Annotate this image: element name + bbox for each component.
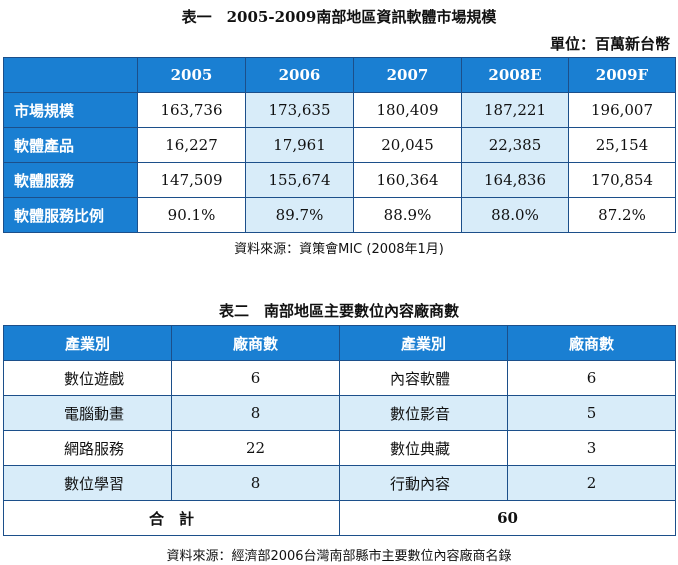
table-cell: 87.2% [568, 197, 676, 233]
table-cell: 90.1% [137, 197, 246, 233]
table1-title: 表一 2005-2009南部地區資訊軟體市場規模 [181, 8, 497, 26]
table-cell: 147,509 [137, 162, 246, 198]
count-cell: 6 [171, 360, 340, 396]
row-label: 軟體服務比例 [3, 197, 138, 233]
table1-header-year: 2009F [568, 57, 676, 93]
count-cell: 3 [507, 430, 676, 466]
table-cell: 22,385 [461, 127, 569, 163]
count-cell: 8 [171, 395, 340, 431]
header-count: 廠商數 [171, 325, 340, 361]
row-label: 軟體產品 [3, 127, 138, 163]
count-cell: 6 [507, 360, 676, 396]
table1-source: 資料來源：資策會MIC (2008年1月) [234, 242, 444, 257]
market-size-table: 2005 2006 2007 2008E 2009F 市場規模 163,736 … [3, 57, 676, 233]
table-cell: 163,736 [137, 92, 246, 128]
table-row: 數位遊戲 6 內容軟體 6 [3, 360, 676, 396]
table1-header-row: 2005 2006 2007 2008E 2009F [3, 57, 676, 93]
table1-header-year: 2007 [353, 57, 462, 93]
industry-cell: 數位典藏 [339, 430, 508, 466]
count-cell: 5 [507, 395, 676, 431]
table-cell: 180,409 [353, 92, 462, 128]
table-row: 軟體服務比例 90.1% 89.7% 88.9% 88.0% 87.2% [3, 197, 676, 233]
count-cell: 2 [507, 465, 676, 501]
total-value: 60 [339, 500, 676, 536]
total-row: 合 計 60 [3, 500, 676, 536]
table2-title: 表二 南部地區主要數位內容廠商數 [218, 302, 459, 320]
count-cell: 8 [171, 465, 340, 501]
count-cell: 22 [171, 430, 340, 466]
industry-cell: 數位影音 [339, 395, 508, 431]
table-cell: 16,227 [137, 127, 246, 163]
table1-header-year: 2006 [245, 57, 354, 93]
table-cell: 17,961 [245, 127, 354, 163]
table-row: 軟體服務 147,509 155,674 160,364 164,836 170… [3, 162, 676, 198]
industry-cell: 數位遊戲 [3, 360, 172, 396]
table2-source: 資料來源：經濟部2006台灣南部縣市主要數位內容廠商名錄 [166, 549, 512, 564]
table-cell: 164,836 [461, 162, 569, 198]
header-industry: 產業別 [339, 325, 508, 361]
industry-cell: 數位學習 [3, 465, 172, 501]
table-cell: 88.9% [353, 197, 462, 233]
row-label: 市場規模 [3, 92, 138, 128]
table-row: 軟體產品 16,227 17,961 20,045 22,385 25,154 [3, 127, 676, 163]
table-cell: 89.7% [245, 197, 354, 233]
table-cell: 88.0% [461, 197, 569, 233]
table-cell: 160,364 [353, 162, 462, 198]
table-cell: 196,007 [568, 92, 676, 128]
table-row: 數位學習 8 行動內容 2 [3, 465, 676, 501]
industry-cell: 電腦動畫 [3, 395, 172, 431]
table1-unit: 單位：百萬新台幣 [549, 35, 670, 53]
header-industry: 產業別 [3, 325, 172, 361]
total-label: 合 計 [3, 500, 340, 536]
table-row: 市場規模 163,736 173,635 180,409 187,221 196… [3, 92, 676, 128]
table-cell: 25,154 [568, 127, 676, 163]
table-row: 電腦動畫 8 數位影音 5 [3, 395, 676, 431]
industry-cell: 網路服務 [3, 430, 172, 466]
table1-header-year: 2008E [461, 57, 569, 93]
row-label: 軟體服務 [3, 162, 138, 198]
industry-cell: 行動內容 [339, 465, 508, 501]
header-count: 廠商數 [507, 325, 676, 361]
digital-content-table: 產業別 廠商數 產業別 廠商數 數位遊戲 6 內容軟體 6 電腦動畫 8 數位影… [3, 325, 676, 536]
table-cell: 170,854 [568, 162, 676, 198]
table-cell: 20,045 [353, 127, 462, 163]
table-cell: 187,221 [461, 92, 569, 128]
table-row: 網路服務 22 數位典藏 3 [3, 430, 676, 466]
table-cell: 173,635 [245, 92, 354, 128]
table2-header-row: 產業別 廠商數 產業別 廠商數 [3, 325, 676, 361]
table-cell: 155,674 [245, 162, 354, 198]
table1-header-year: 2005 [137, 57, 246, 93]
table1-header-corner [3, 57, 138, 93]
industry-cell: 內容軟體 [339, 360, 508, 396]
